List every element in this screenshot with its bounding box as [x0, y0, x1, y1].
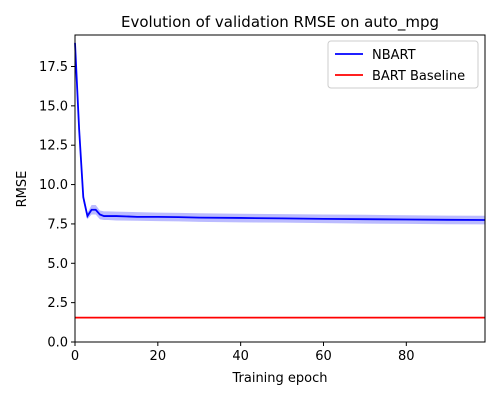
- y-tick-label: 12.5: [39, 139, 68, 154]
- plot-frame: [74, 34, 486, 343]
- y-tick-label: 7.5: [47, 217, 68, 232]
- x-tick-label: 20: [150, 349, 167, 364]
- legend-label-bart-baseline: BART Baseline: [372, 69, 465, 84]
- x-axis-label: Training epoch: [231, 371, 327, 386]
- y-tick-label: 15.0: [39, 99, 68, 114]
- x-tick-label: 60: [315, 349, 332, 364]
- x-tick-label: 80: [398, 349, 415, 364]
- x-tick-label: 0: [71, 349, 79, 364]
- series-line-nbart: [74, 42, 486, 221]
- y-tick-label: 2.5: [47, 296, 68, 311]
- y-tick-label: 0.0: [47, 336, 68, 351]
- y-axis-label: RMSE: [15, 171, 30, 208]
- legend-box: [327, 40, 479, 89]
- y-tick-label: 10.0: [39, 178, 68, 193]
- chart-title: Evolution of validation RMSE on auto_mpg: [121, 13, 439, 32]
- y-tick-label: 5.0: [47, 257, 68, 272]
- legend-label-nbart: NBART: [372, 48, 416, 63]
- x-tick-label: 40: [232, 349, 249, 364]
- y-tick-label: 17.5: [39, 60, 68, 75]
- legend: NBART BART Baseline: [327, 40, 479, 89]
